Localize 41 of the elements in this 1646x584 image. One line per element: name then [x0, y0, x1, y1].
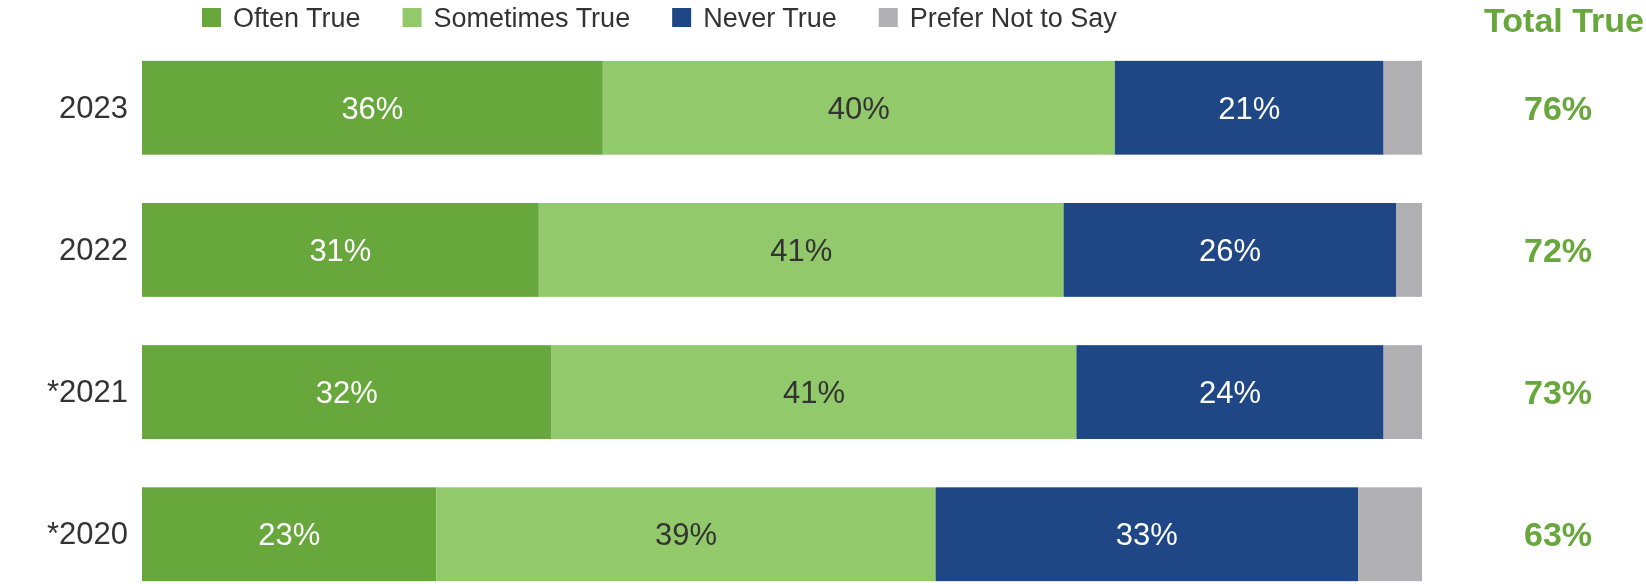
- data-label: 23%: [258, 517, 321, 553]
- bar: [1396, 203, 1422, 297]
- text: 76%: [1523, 88, 1593, 127]
- data-label: 32%: [315, 374, 378, 410]
- bar: [1063, 203, 1397, 297]
- data-label: 36%: [341, 90, 404, 126]
- bar: [602, 60, 1115, 155]
- y-tick-label: 2022: [59, 231, 128, 267]
- bar: [1383, 345, 1422, 439]
- bar: [1358, 487, 1422, 582]
- text: Total True: [1484, 1, 1644, 39]
- bar: [551, 345, 1077, 439]
- data-label: 21%: [1218, 90, 1281, 126]
- bar: [538, 203, 1064, 297]
- data-label: 24%: [1198, 374, 1262, 410]
- bar: [935, 487, 1358, 582]
- data-label: 26%: [1198, 232, 1262, 268]
- data-label: 40%: [827, 90, 890, 126]
- bar: [142, 487, 437, 582]
- bar: [1076, 345, 1384, 439]
- bar: [1114, 60, 1384, 155]
- data-label: 41%: [782, 374, 846, 410]
- text: 72%: [1523, 230, 1593, 269]
- bar: [142, 345, 552, 439]
- bar: [142, 60, 603, 155]
- legend-label: Often True: [233, 3, 361, 34]
- data-label: 31%: [309, 232, 372, 268]
- data-label: 41%: [770, 232, 833, 268]
- bar: [1383, 60, 1422, 155]
- legend-label: Prefer Not to Say: [909, 3, 1118, 34]
- data-label: 33%: [1115, 517, 1178, 553]
- legend-label: Never True: [703, 3, 837, 34]
- data-label: 39%: [654, 517, 718, 553]
- bar: [142, 203, 539, 297]
- text: 73%: [1523, 372, 1593, 411]
- y-tick-label: *2021: [46, 374, 128, 409]
- legend-label: Sometimes True: [433, 3, 631, 34]
- text: 63%: [1523, 515, 1593, 554]
- y-tick-label: 2023: [59, 89, 128, 125]
- bar: [436, 487, 936, 582]
- y-tick-label: *2020: [46, 516, 128, 552]
